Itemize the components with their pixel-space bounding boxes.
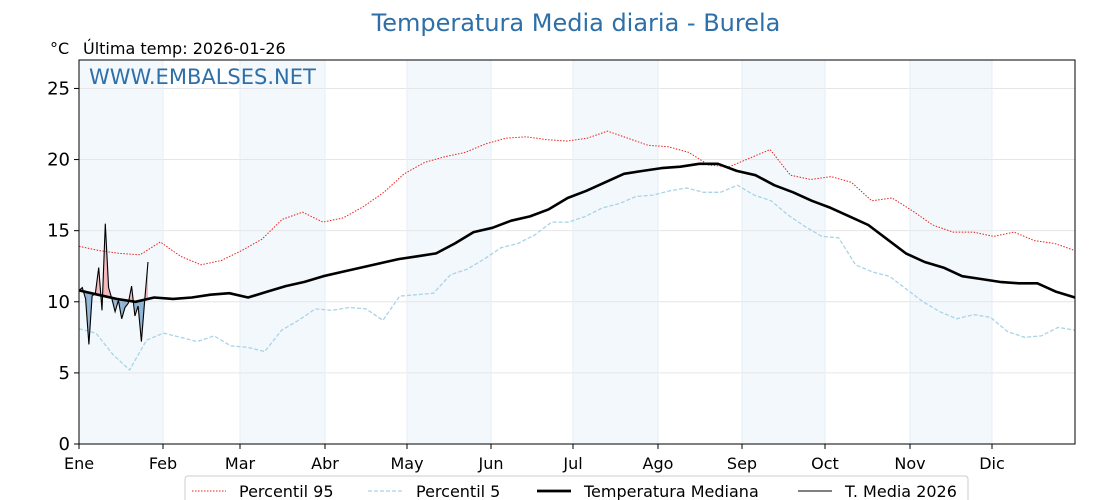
chart-title: Temperatura Media diaria - Burela: [371, 9, 781, 37]
x-tick-label: Oct: [811, 454, 839, 473]
x-tick-label: Feb: [149, 454, 177, 473]
x-tick-label: Dic: [979, 454, 1005, 473]
legend: Percentil 95 Percentil 5 Temperatura Media…: [184, 475, 969, 500]
x-tick-label: Jul: [562, 454, 582, 473]
month-band: [573, 60, 658, 444]
month-bands: [79, 60, 992, 444]
month-band: [240, 60, 325, 444]
x-tick-label: Abr: [311, 454, 339, 473]
y-tick-label: 20: [47, 150, 70, 171]
grid-lines: [79, 60, 1075, 445]
legend-label: Temperatura Mediana: [583, 482, 759, 500]
y-tick-label: 10: [47, 292, 70, 313]
y-tick-label: 0: [59, 434, 70, 455]
legend-label: Percentil 95: [239, 482, 334, 500]
y-tick-label: 5: [59, 363, 70, 384]
x-tick-label: Mar: [225, 454, 256, 473]
x-tick-label: Ago: [643, 454, 674, 473]
x-axis: Ene Feb Mar Abr May Jun Jul Ago Sep Oct Nov Dic: [64, 444, 1005, 473]
legend-label: Percentil 5: [416, 482, 500, 500]
y-axis: 0 5 10 15 20 25: [47, 78, 79, 455]
x-tick-label: Sep: [727, 454, 757, 473]
percentil-95-line: [78, 130, 1076, 266]
month-band: [910, 60, 992, 444]
percentil-5-line: [78, 184, 1076, 372]
media-2026-line: [78, 223, 149, 345]
month-band: [407, 60, 491, 444]
watermark: WWW.EMBALSES.NET: [89, 65, 316, 89]
legend-box: [184, 475, 969, 500]
y-tick-label: 15: [47, 221, 70, 242]
y-tick-label: 25: [47, 78, 70, 99]
median-line: [78, 162, 1076, 304]
legend-label: T. Media 2026: [844, 482, 957, 500]
month-band: [742, 60, 825, 444]
x-tick-label: Jun: [478, 454, 504, 473]
series-lines: [78, 130, 1076, 372]
x-tick-label: Nov: [894, 454, 925, 473]
unit-label: °C: [50, 39, 69, 58]
plot-frame: [78, 59, 1076, 445]
x-tick-label: Ene: [64, 454, 94, 473]
month-band: [79, 60, 163, 444]
last-temp-label: Última temp: 2026-01-26: [83, 39, 286, 58]
x-tick-label: May: [390, 454, 423, 473]
